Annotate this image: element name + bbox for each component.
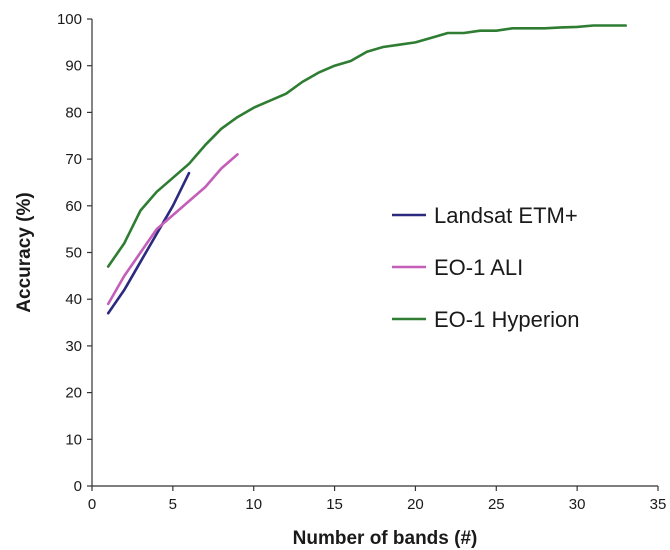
y-tick-label: 20	[65, 385, 82, 402]
x-tick-label: 0	[88, 496, 96, 513]
y-tick-label: 60	[65, 198, 82, 215]
y-tick-label: 70	[65, 151, 82, 168]
y-tick-label: 50	[65, 245, 82, 262]
axes	[91, 19, 658, 487]
x-tick-label: 15	[326, 496, 343, 513]
x-tick-label: 35	[650, 496, 667, 513]
x-tick-label: 30	[569, 496, 586, 513]
series-line-landsat-etm	[106, 171, 191, 315]
y-tick-label: 90	[65, 58, 82, 75]
x-axis-title: Number of bands (#)	[293, 528, 478, 549]
x-tick-label: 10	[245, 496, 262, 513]
series-line-eo-1-hyperion	[106, 24, 628, 268]
x-tick-label: 5	[169, 496, 177, 513]
series-lines	[106, 24, 628, 315]
x-tick-label: 25	[488, 496, 505, 513]
y-tick-label: 0	[74, 478, 82, 495]
y-tick-label: 40	[65, 291, 82, 308]
x-tick-label: 20	[407, 496, 424, 513]
y-tick-label: 100	[57, 11, 82, 28]
y-tick-label: 30	[65, 338, 82, 355]
series-line-eo-1-ali	[106, 153, 239, 306]
legend-label: EO-1 ALI	[434, 255, 523, 280]
y-tick-label: 10	[65, 431, 82, 448]
tick-marks: 0 10 20 30 40 50 60 70 80 90 100 0 5 10 15 20 25 30 35	[57, 11, 666, 513]
y-tick-label: 80	[65, 104, 82, 121]
legend: Landsat ETM+ EO-1 ALI EO-1 Hyperion	[392, 203, 580, 332]
legend-label: EO-1 Hyperion	[434, 307, 580, 332]
legend-label: Landsat ETM+	[434, 203, 578, 228]
y-axis-title: Accuracy (%)	[14, 192, 35, 312]
